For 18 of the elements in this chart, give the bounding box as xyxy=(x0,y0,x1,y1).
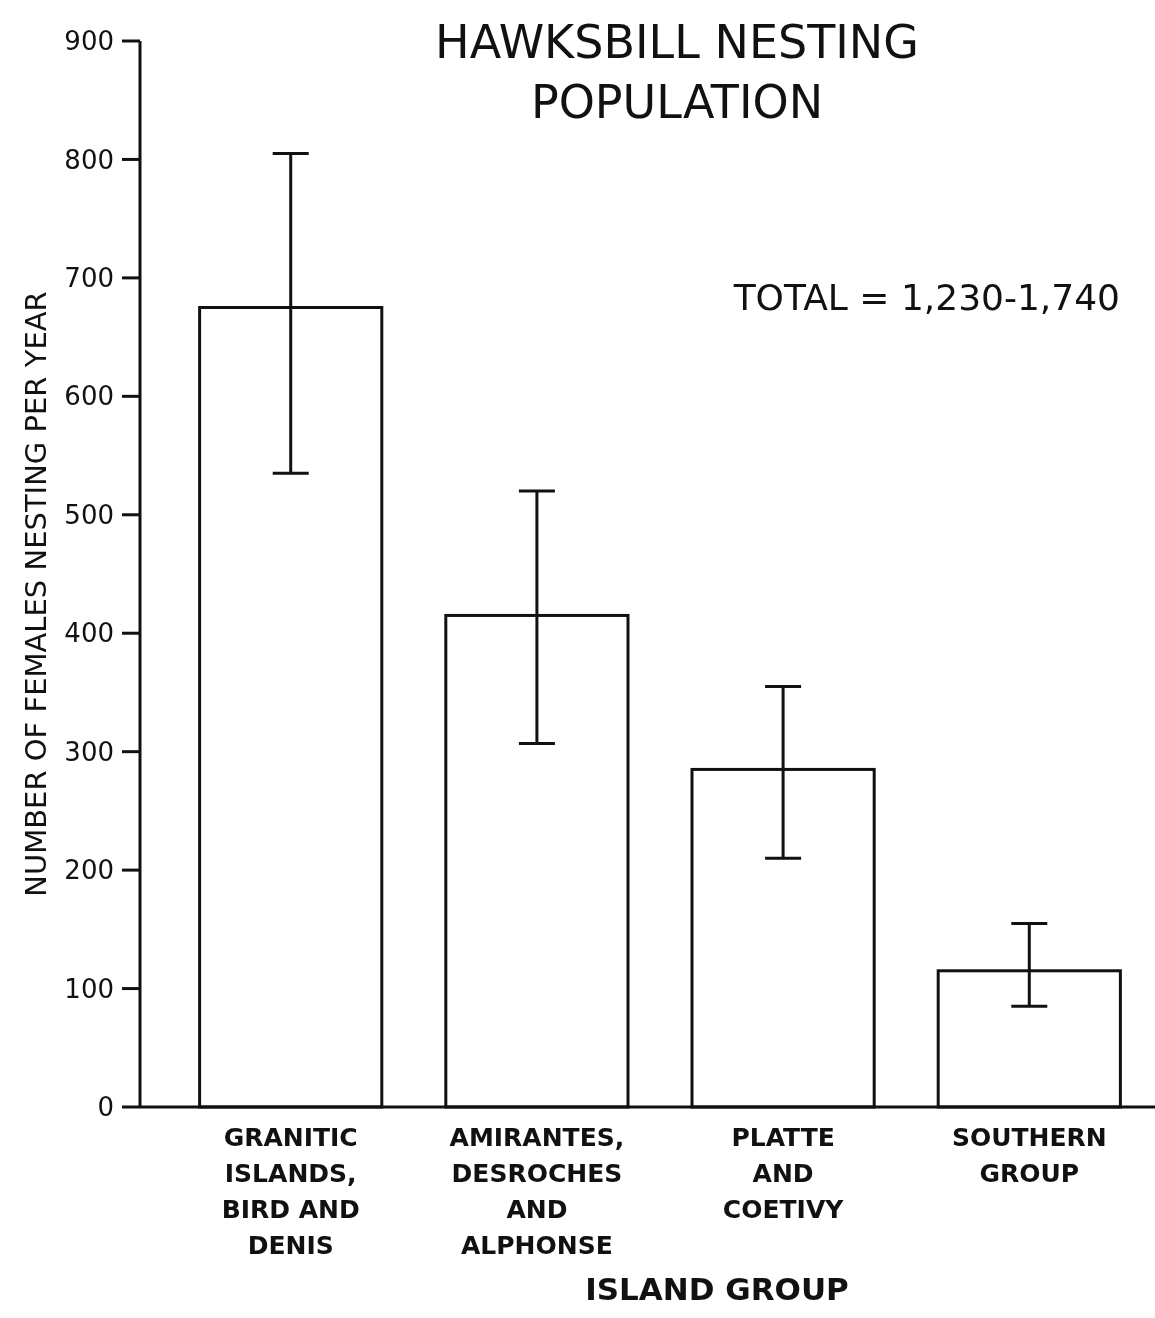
y-tick-label: 500 xyxy=(64,499,114,530)
y-tick-label: 400 xyxy=(64,618,114,649)
x-axis-title: ISLAND GROUP xyxy=(585,1271,849,1307)
y-tick-label: 0 xyxy=(97,1092,114,1123)
y-tick-label: 800 xyxy=(64,144,114,175)
y-tick-label: 900 xyxy=(64,26,114,57)
y-tick-label: 200 xyxy=(64,855,114,886)
x-tick-label: PLATTE AND COETIVY xyxy=(722,1123,845,1224)
annotation: TOTAL = 1,230-1,740 xyxy=(732,277,1120,318)
x-tick-label: AMIRANTES, DESROCHES AND ALPHONSE xyxy=(449,1123,625,1260)
y-axis-title: NUMBER OF FEMALES NESTING PER YEAR xyxy=(19,291,53,897)
x-tick-label: SOUTHERN GROUP xyxy=(951,1123,1107,1188)
y-tick-label: 300 xyxy=(64,736,114,767)
y-tick-label: 700 xyxy=(64,262,114,293)
chart-title: HAWKSBILL NESTING POPULATION xyxy=(435,15,919,129)
x-tick-label: GRANITIC ISLANDS, BIRD AND DENIS xyxy=(221,1123,360,1260)
y-tick-label: 100 xyxy=(64,973,114,1004)
y-tick-label: 600 xyxy=(64,381,114,412)
